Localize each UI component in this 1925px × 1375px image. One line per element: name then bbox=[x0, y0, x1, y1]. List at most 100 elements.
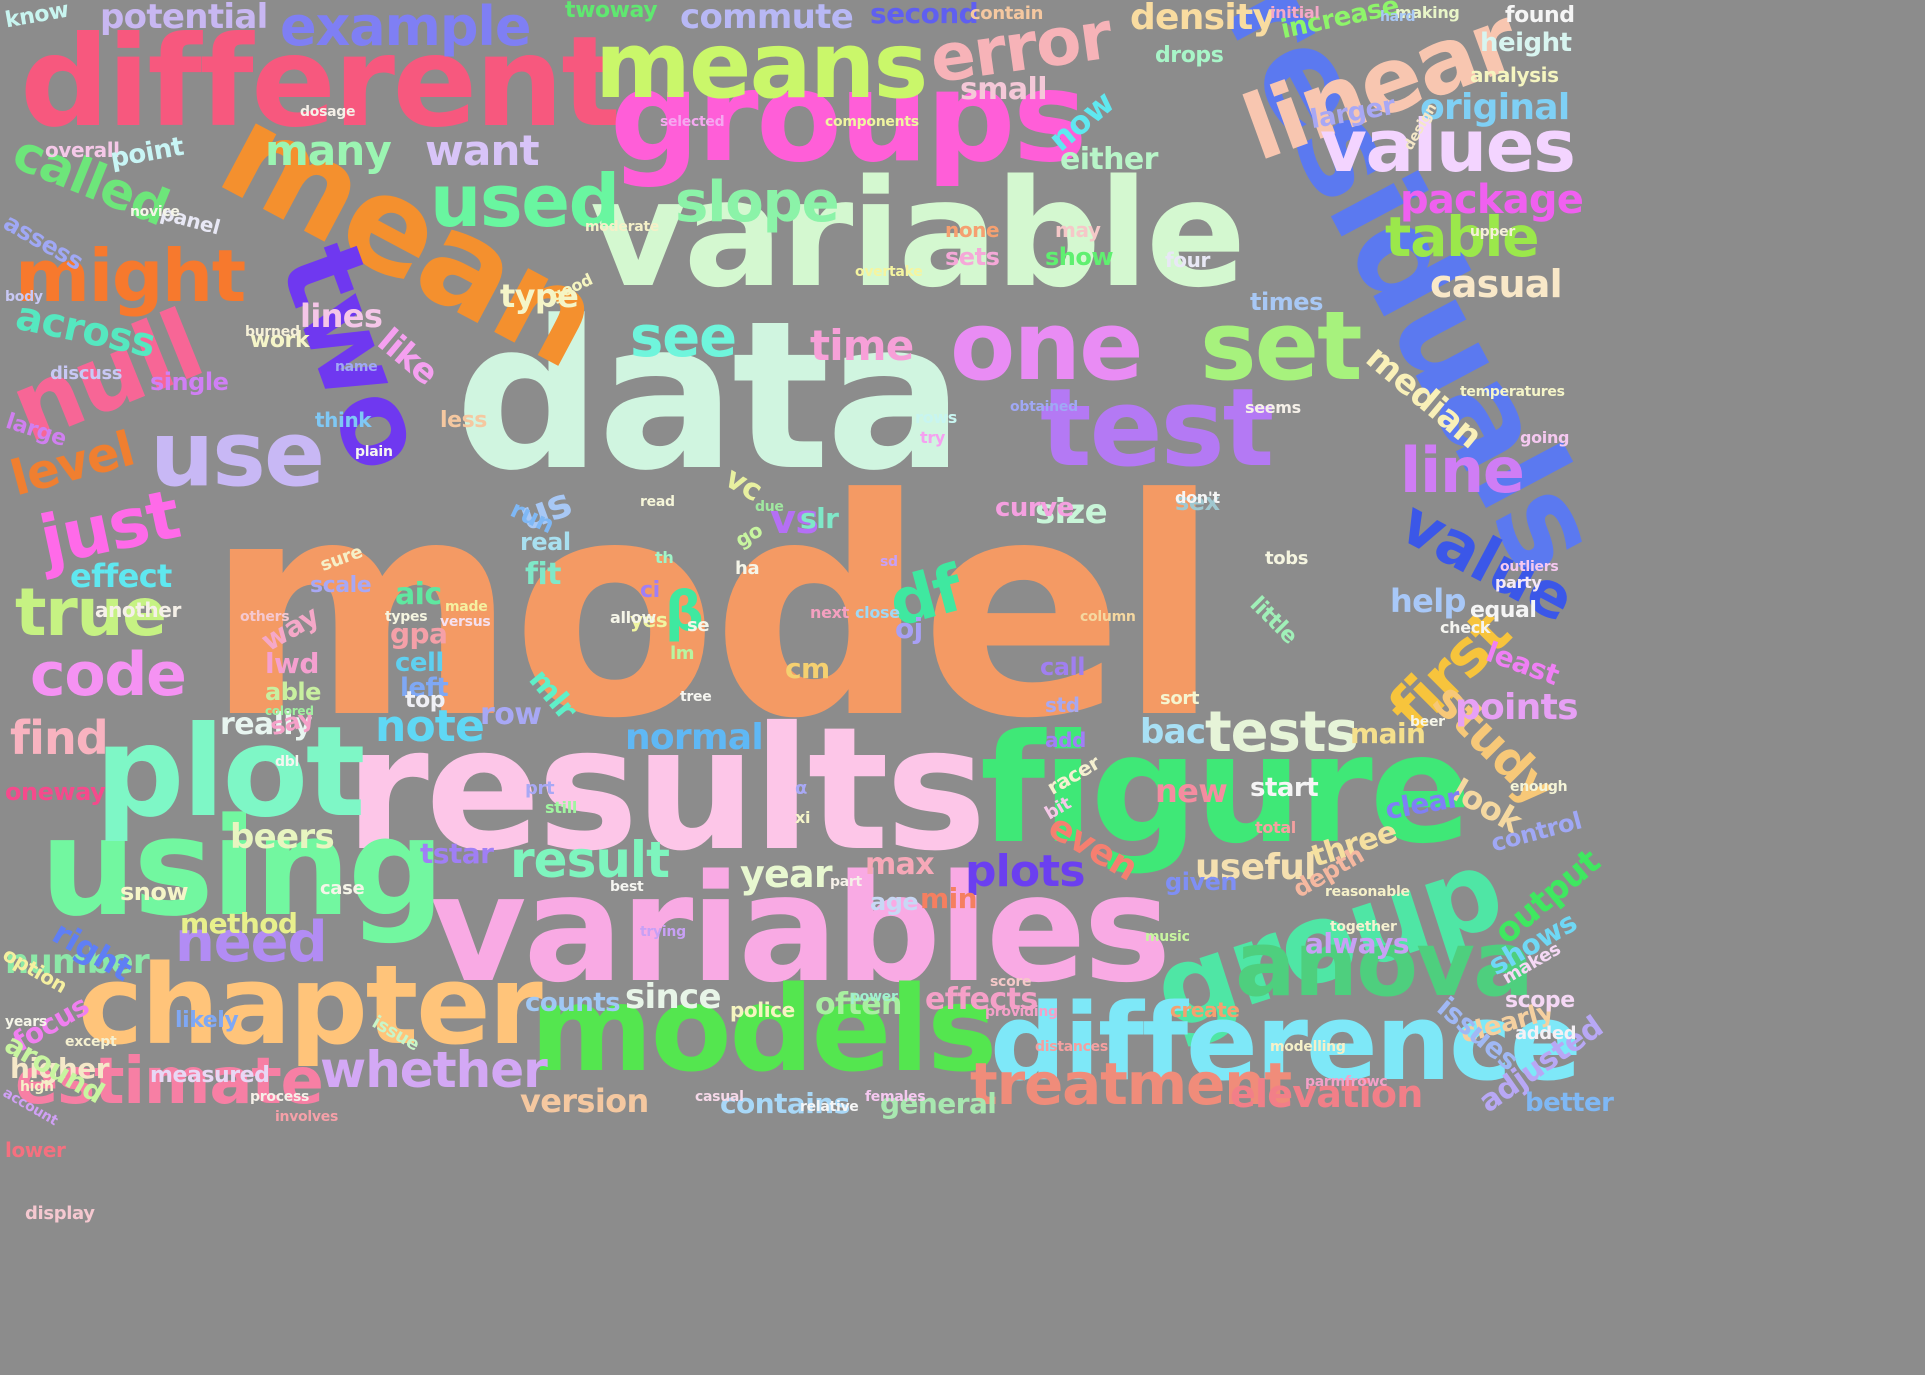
cloud-word: components bbox=[825, 114, 919, 130]
cloud-word: set bbox=[1200, 292, 1363, 402]
cloud-word: general bbox=[880, 1087, 997, 1120]
cloud-word: allow bbox=[610, 608, 656, 627]
cloud-word: variables bbox=[430, 843, 1171, 1015]
cloud-word: still bbox=[545, 798, 578, 817]
cloud-word: data bbox=[455, 278, 964, 516]
cloud-word: result bbox=[510, 831, 670, 889]
cloud-word: beer bbox=[1410, 714, 1445, 730]
cloud-word: bac bbox=[1140, 712, 1206, 752]
cloud-word: temperatures bbox=[1460, 384, 1565, 400]
cloud-word: due bbox=[755, 499, 784, 515]
cloud-word: commute bbox=[680, 0, 854, 37]
cloud-word: add bbox=[1045, 728, 1086, 752]
cloud-word: going bbox=[1520, 428, 1570, 447]
cloud-word: aic bbox=[395, 577, 442, 612]
cloud-word: tests bbox=[1205, 700, 1359, 765]
cloud-word: models bbox=[530, 960, 997, 1098]
cloud-word: whether bbox=[320, 1041, 548, 1099]
cloud-word: making bbox=[1395, 3, 1460, 22]
cloud-word: tree bbox=[680, 689, 712, 705]
cloud-word: slope bbox=[675, 170, 840, 235]
cloud-word: display bbox=[25, 1203, 95, 1224]
cloud-word: equal bbox=[1470, 598, 1537, 623]
cloud-word: package bbox=[1400, 177, 1584, 223]
cloud-word: none bbox=[945, 218, 1000, 242]
cloud-word: sets bbox=[945, 243, 1000, 271]
cloud-word: always bbox=[1305, 927, 1410, 960]
cloud-word: year bbox=[740, 852, 833, 896]
cloud-word: power bbox=[850, 989, 898, 1005]
cloud-word: little bbox=[1244, 592, 1302, 650]
cloud-word: max bbox=[865, 847, 935, 882]
cloud-word: part bbox=[830, 874, 862, 890]
cloud-word: oj bbox=[895, 612, 923, 645]
cloud-word: different bbox=[20, 10, 621, 155]
cloud-word: find bbox=[10, 711, 109, 765]
cloud-word: upper bbox=[1470, 224, 1516, 240]
cloud-word: try bbox=[920, 428, 946, 447]
cloud-word: overall bbox=[45, 138, 120, 162]
cloud-word: reasonable bbox=[1325, 884, 1410, 900]
cloud-word: test bbox=[1040, 366, 1274, 491]
cloud-word: help bbox=[1390, 582, 1466, 620]
cloud-word: sd bbox=[880, 554, 898, 570]
cloud-word: height bbox=[1480, 28, 1572, 58]
cloud-word: contain bbox=[970, 3, 1044, 24]
cloud-word: ci bbox=[640, 578, 660, 603]
cloud-word: groups bbox=[610, 45, 1087, 190]
cloud-word: effect bbox=[70, 557, 172, 595]
cloud-word: outliers bbox=[1500, 559, 1559, 575]
cloud-word: α bbox=[795, 778, 808, 799]
cloud-word: tobs bbox=[1265, 548, 1309, 569]
cloud-word: see bbox=[630, 305, 737, 370]
cloud-word: higher bbox=[10, 1052, 110, 1085]
cloud-word: years bbox=[5, 1014, 47, 1030]
cloud-word: lwd bbox=[265, 647, 319, 680]
cloud-word: novice bbox=[130, 204, 180, 220]
cloud-word: overtake bbox=[855, 264, 923, 280]
cloud-word: next bbox=[810, 603, 849, 622]
cloud-word: row bbox=[480, 697, 542, 732]
cloud-word: colored bbox=[265, 704, 314, 718]
cloud-word: contains bbox=[720, 1087, 850, 1120]
cloud-word: difference bbox=[990, 981, 1582, 1104]
cloud-word: show bbox=[1045, 243, 1114, 271]
cloud-word: useful bbox=[1195, 847, 1317, 888]
cloud-word: casual bbox=[695, 1089, 744, 1105]
cloud-word: used bbox=[430, 159, 620, 243]
cloud-word: party bbox=[1495, 573, 1542, 592]
cloud-word: often bbox=[815, 987, 902, 1022]
cloud-word: made bbox=[445, 599, 488, 615]
cloud-word: others bbox=[240, 609, 290, 625]
cloud-word: plot bbox=[95, 700, 365, 845]
cloud-word: new bbox=[1155, 772, 1228, 810]
cloud-word: example bbox=[280, 0, 531, 58]
cloud-word: process bbox=[250, 1089, 310, 1105]
cloud-word: plots bbox=[965, 846, 1086, 897]
cloud-word: note bbox=[375, 701, 485, 752]
cloud-word: min bbox=[920, 882, 978, 915]
cloud-word: least bbox=[1481, 635, 1564, 692]
cloud-word: beers bbox=[230, 817, 335, 857]
cloud-word: age bbox=[870, 888, 919, 916]
cloud-word: real bbox=[520, 528, 571, 556]
cloud-word: results bbox=[345, 691, 987, 889]
cloud-word: lines bbox=[300, 297, 383, 335]
cloud-word: times bbox=[1250, 288, 1323, 316]
cloud-word: model bbox=[205, 435, 1221, 784]
cloud-word: hard bbox=[1380, 9, 1416, 25]
cloud-word: modelling bbox=[1270, 1039, 1346, 1055]
cloud-word: obtained bbox=[1010, 399, 1078, 415]
cloud-word: using bbox=[40, 789, 445, 946]
cloud-word: discuss bbox=[50, 363, 123, 384]
cloud-word: ha bbox=[735, 558, 760, 579]
cloud-word: elevation bbox=[1230, 1072, 1423, 1116]
cloud-word: se bbox=[687, 615, 710, 636]
cloud-word: size bbox=[1035, 492, 1108, 532]
cloud-word: since bbox=[625, 977, 722, 1017]
cloud-word: score bbox=[990, 974, 1032, 990]
cloud-word: anova bbox=[1235, 912, 1534, 1017]
cloud-word: column bbox=[1080, 609, 1136, 625]
cloud-word: parmfrowc bbox=[1305, 1074, 1388, 1090]
